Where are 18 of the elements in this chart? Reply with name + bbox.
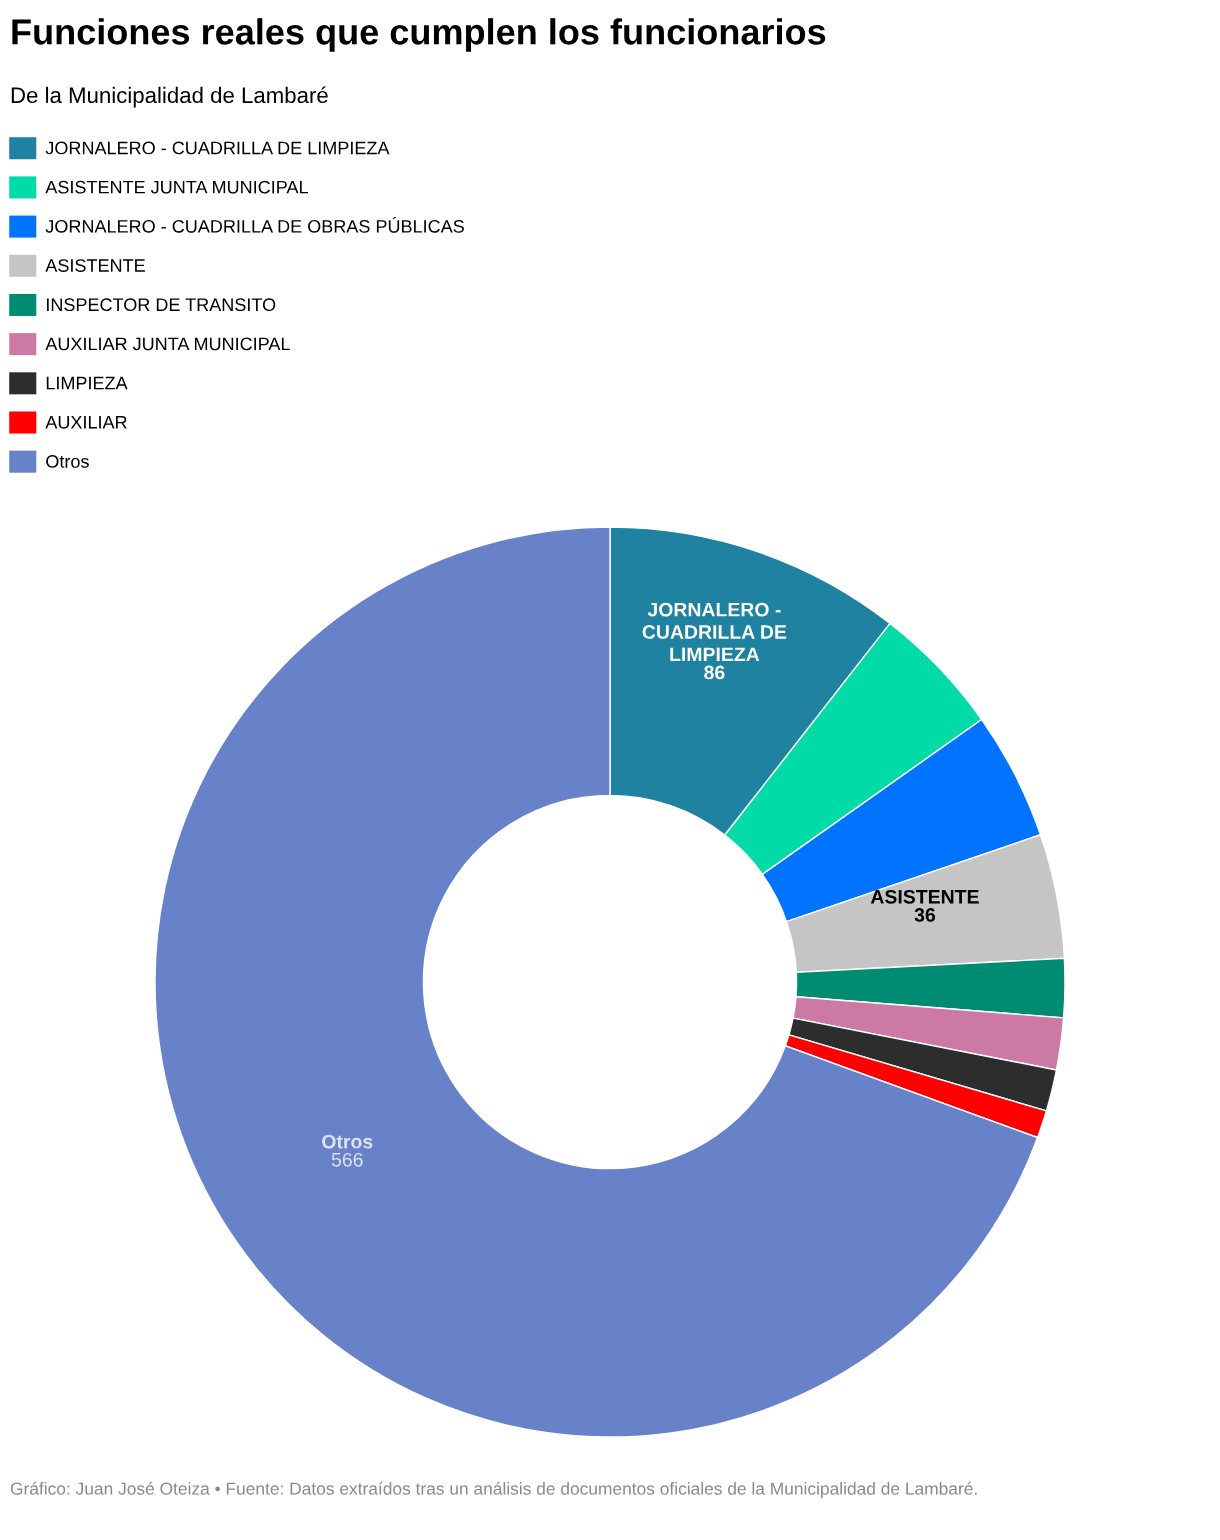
slice-label: ASISTENTE <box>870 889 979 904</box>
legend-label: ASISTENTE <box>45 259 145 272</box>
chart-title: Funciones reales que cumplen los funcionarios <box>12 18 826 52</box>
slice-label: JORNALERO - CUADRILLA DE LIMPIEZA <box>642 602 787 662</box>
legend-label: INSPECTOR DE TRANSITO <box>47 298 276 312</box>
legend-label: JORNALERO - CUADRILLA DE OBRAS PÚBLICAS <box>45 216 464 233</box>
legend-label: ASISTENTE JUNTA MUNICIPAL <box>45 180 308 194</box>
data-label: 86 <box>704 665 725 680</box>
legend-label: AUXILIAR JUNTA MUNICIPAL <box>45 337 290 351</box>
data-label: 36 <box>914 908 936 922</box>
legend-label: JORNALERO - CUADRILLA DE LIMPIEZA <box>45 141 390 155</box>
chart-subtitle: De la Municipalidad de Lambaré <box>11 86 328 108</box>
legend-label: AUXILIAR <box>45 416 127 429</box>
data-label: 566 <box>331 1152 363 1167</box>
legend-label: LIMPIEZA <box>46 376 128 390</box>
text: Gráfico: Juan José Oteiza • Fuente: Datos extraídos tras un análisis de documentos oficiales de la Municipalidad de Lambaré. <box>10 1481 977 1499</box>
slice-label: Otros <box>322 1134 373 1149</box>
legend-label: Otros <box>46 455 89 468</box>
